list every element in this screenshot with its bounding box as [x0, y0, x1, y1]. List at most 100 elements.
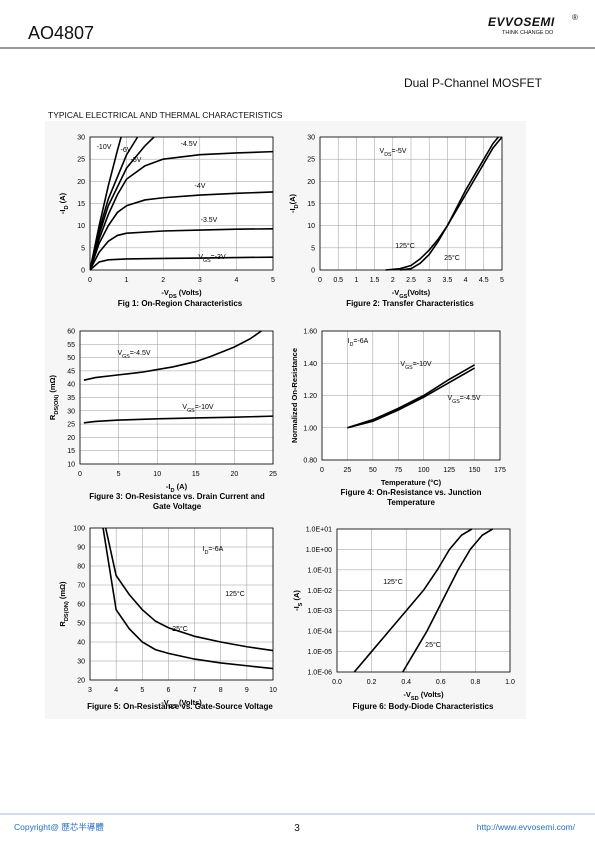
text-part: 125°C — [395, 242, 415, 250]
x-tick-label: 3 — [427, 277, 431, 284]
y-tick-label: 15 — [77, 201, 85, 208]
x-tick-label: 2 — [391, 277, 395, 284]
text-part: -I — [288, 208, 297, 213]
text-part: Temperature (°C) — [381, 478, 442, 487]
x-axis-label: -VGS (Volts) — [161, 698, 202, 710]
text-part: (Volts) — [419, 690, 444, 699]
y-tick-label: 10 — [77, 223, 85, 230]
text-part: 25°C — [444, 254, 460, 262]
curve — [347, 367, 475, 429]
slogan: THINK CHANGE DO — [502, 30, 554, 36]
x-tick-label: 1 — [125, 277, 129, 284]
x-tick-label: 5 — [271, 277, 275, 284]
y-tick-label: 30 — [67, 408, 75, 415]
y-tick-label: 55 — [67, 342, 75, 349]
x-tick-label: 100 — [418, 467, 430, 474]
curve — [83, 415, 273, 424]
text-part: Normalized On-Resistance — [290, 348, 299, 443]
x-tick-label: 3 — [88, 687, 92, 694]
annotation: 25°C — [444, 254, 460, 262]
annotation: 25°C — [172, 625, 188, 633]
x-tick-label: 5 — [117, 471, 121, 478]
plot-frame — [79, 330, 274, 465]
y-tick-label: 1.0E-04 — [307, 629, 332, 636]
text-part: -6V — [121, 147, 132, 154]
text-part: V — [117, 350, 122, 357]
y-tick-label: 20 — [77, 678, 85, 685]
annotation: -10V — [97, 144, 112, 151]
text-part: =-10V — [413, 361, 432, 368]
curve — [399, 136, 499, 271]
copyright: Copyright@ 歷芯半導體 — [14, 822, 104, 832]
y-tick-label: 15 — [67, 448, 75, 455]
y-tick-label: 1.0E-05 — [307, 649, 332, 656]
y-axis-label: RDS(ON) (mΩ) — [58, 581, 70, 627]
y-tick-label: 45 — [67, 368, 75, 375]
curve — [402, 528, 494, 673]
x-tick-label: 125 — [443, 467, 455, 474]
y-tick-label: 1.20 — [303, 393, 317, 400]
x-tick-label: 5 — [140, 687, 144, 694]
text-part: GS — [187, 408, 195, 414]
curve — [90, 150, 273, 271]
text-part: D — [171, 488, 175, 494]
y-tick-label: 25 — [77, 157, 85, 164]
annotation: -5V — [131, 157, 142, 164]
y-tick-label: 1.0E-01 — [307, 567, 332, 574]
y-axis-label: -IS (A) — [292, 590, 304, 611]
section-title: TYPICAL ELECTRICAL AND THERMAL CHARACTER… — [48, 110, 283, 120]
text-part: GS — [122, 354, 130, 360]
y-tick-label: 30 — [77, 135, 85, 142]
caption: Figure 5: On-Resistance vs. Gate-Source … — [87, 702, 273, 711]
x-axis-label: Temperature (°C) — [381, 478, 442, 487]
y-tick-label: 1.0E-03 — [307, 608, 332, 615]
text-part: (Volts) — [407, 288, 430, 297]
x-tick-label: 0 — [78, 471, 82, 478]
y-tick-label: 10 — [307, 223, 315, 230]
text-part: V — [182, 404, 187, 411]
annotation: VGS=-3V — [198, 254, 226, 264]
text-part: =-10V — [195, 404, 214, 411]
x-tick-label: 5 — [500, 277, 504, 284]
text-part: (mΩ) — [48, 374, 57, 394]
caption: Figure 2: Transfer Characteristics — [346, 299, 474, 308]
y-tick-label: 0 — [81, 268, 85, 275]
page-number: 3 — [294, 823, 300, 834]
y-tick-label: 20 — [307, 179, 315, 186]
text-part: DS(ON) — [64, 601, 70, 621]
x-tick-label: 0.0 — [332, 679, 342, 686]
y-tick-label: 25 — [67, 422, 75, 429]
y-axis-label: -ID (A) — [58, 192, 70, 214]
x-tick-label: 7 — [193, 687, 197, 694]
text-part: DS — [169, 294, 177, 300]
text-part: 125°C — [383, 578, 403, 586]
text-part: GS — [169, 704, 177, 710]
y-tick-label: 1.0E-02 — [307, 588, 332, 595]
plot-area — [337, 529, 510, 672]
x-tick-label: 6 — [166, 687, 170, 694]
text-part: -I — [292, 606, 301, 611]
text-part: D — [350, 342, 354, 348]
x-tick-label: 3 — [198, 277, 202, 284]
annotation: ID=-6A — [348, 338, 369, 348]
x-tick-label: 0.6 — [436, 679, 446, 686]
y-tick-label: 5 — [311, 245, 315, 252]
annotation: 125°C — [395, 242, 415, 250]
text-part: (mΩ) — [58, 581, 67, 601]
y-tick-label: 30 — [307, 135, 315, 142]
text-part: (A) — [58, 192, 67, 205]
text-part: V — [198, 254, 203, 261]
x-axis-label: -ID (A) — [166, 482, 188, 494]
y-tick-label: 60 — [77, 602, 85, 609]
text-part: R — [48, 414, 57, 420]
caption: Figure 3: On-Resistance vs. Drain Curren… — [89, 492, 265, 501]
y-tick-label: 90 — [77, 545, 85, 552]
url: http://www.evvosemi.com/ — [477, 822, 576, 832]
y-tick-label: 50 — [67, 355, 75, 362]
y-tick-label: 1.0E-06 — [307, 670, 332, 677]
text-part: =-4.5V — [460, 395, 481, 402]
x-tick-label: 9 — [245, 687, 249, 694]
text-part: GS — [399, 294, 407, 300]
x-tick-label: 0.2 — [367, 679, 377, 686]
